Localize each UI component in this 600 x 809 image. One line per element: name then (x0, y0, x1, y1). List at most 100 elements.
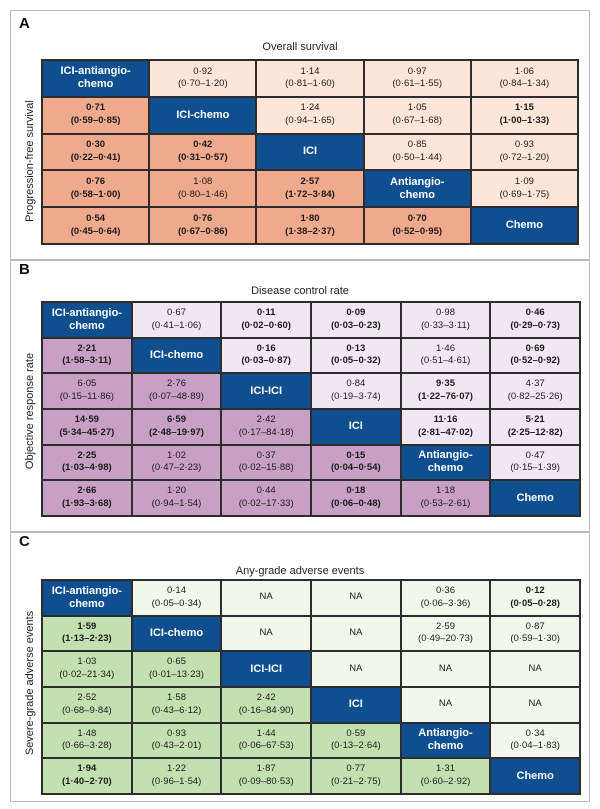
cell-ci: (0·67–1·68) (392, 115, 443, 127)
cell-value: 0·67 (166, 307, 186, 319)
cell-ci: (0·21–2·75) (331, 776, 381, 788)
panel-c-title: Any-grade adverse events (235, 565, 365, 577)
lower-cell: 0·37 (0·02–15·88) (222, 445, 310, 480)
cell-ci: (0·81–1·60) (285, 78, 335, 90)
cell-value: 1·46 (435, 342, 455, 354)
cell-ci: (0·72–1·20) (499, 151, 550, 163)
treatment-label-line: chemo (77, 78, 114, 91)
treatment-label-line: chemo (399, 188, 435, 201)
upper-cell: 0·97 (0·61–1·55) (364, 61, 470, 96)
cell-ci: (1·58–3·11) (62, 355, 112, 367)
treatment-label: Chemo (491, 759, 579, 793)
cell-value: NA (528, 698, 542, 710)
panel-a-ylabel: Progression-free survival (24, 100, 36, 222)
cell-value: 0·44 (256, 485, 276, 497)
cell-value: 0·12 (525, 585, 545, 597)
cell-value: 0·37 (256, 449, 276, 461)
upper-cell: 0·47 (0·15–1·39) (491, 445, 579, 480)
cell-value: 5·21 (525, 414, 545, 426)
cell-value: 1·18 (435, 485, 455, 497)
cell-ci: (1·40–2·70) (62, 776, 112, 788)
treatment-label: Chemo (491, 481, 579, 515)
cell-value: 1·09 (514, 175, 534, 187)
cell-value: 0·85 (407, 139, 427, 151)
cell-ci: (1·13–2·23) (62, 633, 112, 645)
lower-cell: 1·08 (0·80–1·46) (150, 171, 256, 207)
cell-ci: (0·80–1·46) (177, 188, 228, 200)
lower-cell: 2·42 (0·16–84·90) (222, 688, 310, 722)
cell-ci: (2·81–47·02) (418, 426, 473, 438)
cell-value: 11·16 (433, 414, 458, 426)
cell-value: 0·30 (86, 139, 106, 151)
cell-ci: (1·22–76·07) (418, 391, 473, 403)
cell-ci: (0·43–2·01) (151, 740, 202, 752)
cell-ci: (0·13–2·64) (331, 740, 381, 752)
lower-cell: 0·15 (0·04–0·54) (311, 445, 400, 480)
cell-value: 1·59 (77, 620, 97, 632)
cell-value: NA (438, 662, 453, 674)
cell-value: 1·48 (77, 727, 97, 739)
panel-a-table: ICI-antiangio-chemo 0·92 (0·70–1·20) 1·14 (0… (41, 59, 579, 245)
cell-value: 1·87 (256, 763, 276, 775)
cell-ci: (1·72–3·84) (285, 188, 335, 200)
treatment-label: Antiangio-chemo (401, 723, 490, 758)
cell-ci: (0·04–0·54) (331, 462, 381, 474)
lower-cell: 2·25 (1·03–4·98) (43, 445, 131, 480)
cell-value: 1·58 (166, 692, 186, 704)
cell-ci: (0·06–67·53) (238, 740, 294, 752)
upper-cell: NA (491, 688, 579, 722)
cell-value: 9·35 (435, 378, 455, 390)
upper-cell: 0·11 (0·02–0·60) (222, 303, 310, 337)
cell-ci: (0·61–1·55) (392, 78, 443, 90)
upper-cell: 0·93 (0·72–1·20) (471, 134, 577, 170)
cell-value: 0·92 (193, 65, 213, 77)
treatment-label-line: chemo (69, 319, 105, 332)
panel-c: C Any-grade adverse events Severe-grade … (10, 532, 590, 802)
upper-cell: 0·13 (0·05–0·32) (311, 338, 400, 373)
upper-cell: 4·37 (0·82–25·26) (491, 374, 579, 408)
cell-value: 2·21 (77, 342, 97, 354)
upper-cell: 9·35 (1·22–76·07) (401, 374, 490, 408)
cell-ci: (0·05–0·28) (510, 597, 560, 609)
cell-value: 6·59 (166, 414, 186, 426)
upper-cell: 11·16 (2·81–47·02) (401, 410, 490, 444)
upper-cell: 0·85 (0·50–1·44) (364, 134, 470, 170)
treatment-label: Chemo (471, 208, 577, 243)
lower-cell: 0·93 (0·43–2·01) (132, 723, 221, 758)
lower-cell: 2·66 (1·93–3·68) (43, 481, 131, 515)
panel-b-label: B (19, 261, 30, 278)
panel-b-table: ICI-antiangio-chemo 0·67 (0·41–1·06) 0·11 (0… (41, 301, 581, 517)
cell-ci: (0·05–0·32) (331, 355, 381, 367)
upper-cell: NA (222, 581, 310, 615)
lower-cell: 2·76 (0·07–48·89) (132, 374, 221, 408)
lower-cell: 0·54 (0·45–0·64) (43, 208, 149, 243)
cell-ci: (0·49–20·73) (418, 633, 473, 645)
treatment-label: ICI-ICI (222, 652, 310, 686)
upper-cell: NA (222, 616, 310, 651)
panel-c-table: ICI-antiangio-chemo 0·14 (0·05–0·34) NA NA 0·… (41, 579, 581, 795)
upper-cell: 0·36 (0·06–3·36) (401, 581, 490, 615)
treatment-label: ICI (311, 688, 400, 722)
cell-value: 0·97 (407, 65, 427, 77)
treatment-label-line: chemo (69, 597, 105, 610)
cell-ci: (0·06–0·48) (331, 498, 381, 510)
cell-value: 0·34 (525, 727, 545, 739)
cell-ci: (0·19–3·74) (331, 391, 381, 403)
cell-value: 1·08 (193, 175, 213, 187)
cell-ci: (0·02–17·33) (238, 498, 294, 510)
cell-ci: (0·60–2·92) (420, 776, 471, 788)
treatment-label: ICI-chemo (132, 616, 221, 651)
cell-value: 2·42 (256, 414, 276, 426)
lower-cell: 0·65 (0·01–13·23) (132, 652, 221, 686)
cell-ci: (0·69–1·75) (499, 188, 550, 200)
cell-value: 1·31 (435, 763, 455, 775)
cell-ci: (0·52–0·92) (510, 355, 560, 367)
cell-ci: (0·84–1·34) (499, 78, 550, 90)
cell-ci: (0·52–0·95) (392, 225, 443, 237)
panel-b-ylabel: Objective response rate (24, 352, 36, 470)
upper-cell: 0·46 (0·29–0·73) (491, 303, 579, 337)
cell-ci: (0·59–1·30) (510, 633, 560, 645)
upper-cell: 0·14 (0·05–0·34) (132, 581, 221, 615)
lower-cell: 2·52 (0·68–9·84) (43, 688, 131, 722)
cell-value: NA (349, 662, 363, 674)
